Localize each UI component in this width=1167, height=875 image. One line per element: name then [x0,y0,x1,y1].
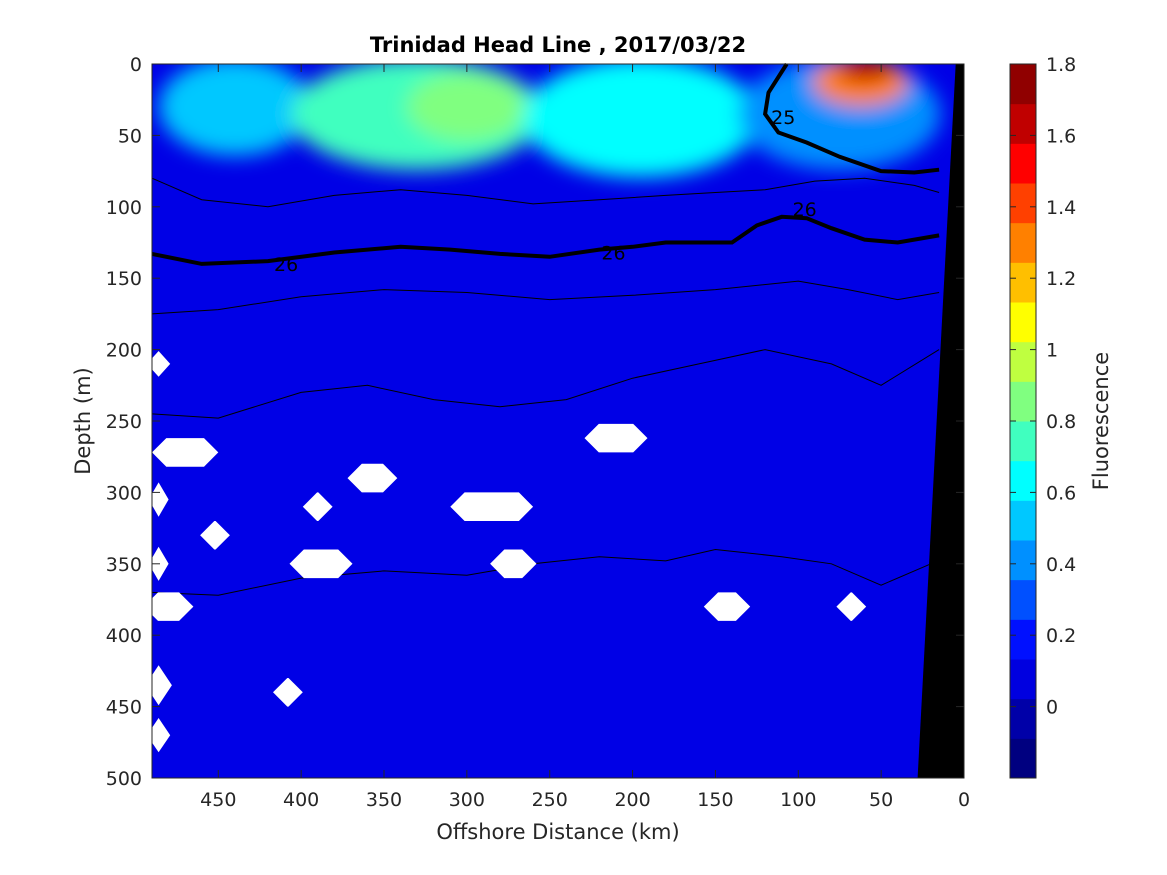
x-tick-label: 450 [200,789,236,811]
colorbar-segment [1010,143,1036,184]
colorbar-segment [1010,540,1036,581]
y-tick-label: 150 [106,268,142,290]
y-tick-label: 250 [106,411,142,433]
contour-line [151,548,932,596]
surface-patch [523,64,759,178]
missing-data-region [147,718,171,753]
missing-data-region [490,549,537,579]
x-tick-label: 100 [780,789,816,811]
missing-data-region [200,521,230,550]
y-tick-label: 0 [130,54,142,76]
y-axis-ticks: 0 50 100 150 200 250 300 350 400 450 500 [106,54,964,790]
colorbar-segment [1010,381,1036,422]
y-axis-label: Depth (m) [71,367,95,474]
x-tick-label: 150 [697,789,733,811]
colorbar-segment [1010,183,1036,224]
colorbar-tick-label: 0.2 [1046,625,1076,647]
y-tick-label: 400 [106,625,142,647]
contour-label: 25 [771,107,795,129]
missing-data-region [703,592,751,621]
x-tick-label: 200 [614,789,650,811]
y-tick-label: 450 [106,697,142,719]
x-tick-label: 0 [958,789,970,811]
x-tick-label: 300 [449,789,485,811]
surface-patch [407,72,527,142]
missing-data-region [450,492,534,521]
colorbar-tick-label: 1.8 [1046,54,1076,76]
contour-line [151,214,940,266]
missing-data-region [289,549,353,579]
colorbar-tick-label: 1.6 [1046,125,1076,147]
colorbar-tick-label: 1 [1046,340,1058,362]
colorbar-segment [1010,579,1036,620]
missing-data-layer [143,351,867,753]
missing-data-region [836,592,867,621]
contour-line [151,177,940,208]
missing-data-region [584,423,648,453]
colorbar-tick-label: 0 [1046,697,1058,719]
colorbar [1009,63,1037,779]
colorbar-tick-label: 1.2 [1046,268,1076,290]
surface-patch [158,64,312,156]
y-tick-label: 100 [106,197,142,219]
colorbar-ticks: 0 0.2 0.4 0.6 0.8 1 1.2 1.4 1.6 1.8 [1010,54,1076,719]
surface-patch [838,64,892,82]
colorbar-segment [1010,222,1036,263]
y-tick-label: 500 [106,768,142,790]
contour-label: 26 [274,254,298,276]
colorbar-segment [1010,460,1036,501]
missing-data-region [143,592,194,621]
contour-line [762,62,940,175]
y-tick-label: 50 [118,125,142,147]
y-tick-label: 300 [106,482,142,504]
colorbar-segment [1010,64,1036,105]
y-tick-label: 200 [106,340,142,362]
missing-data-region [148,482,169,517]
x-axis-ticks: 450 400 350 300 250 200 150 100 50 0 [200,64,970,811]
missing-data-region [302,492,333,521]
colorbar-tick-label: 0.6 [1046,482,1076,504]
bathymetry-seafloor [917,64,964,778]
contour-line [151,280,940,315]
missing-data-region [152,438,219,467]
colorbar-segment [1010,421,1036,462]
colorbar-segment [1010,262,1036,303]
colorbar-segment [1010,738,1036,779]
colorbar-label: Fluorescence [1089,352,1113,490]
colorbar-segment [1010,302,1036,343]
field-background [152,64,964,778]
x-tick-label: 250 [532,789,568,811]
missing-data-region [347,463,398,493]
colorbar-tick-label: 0.8 [1046,411,1076,433]
missing-data-region [147,351,171,377]
colorbar-segment [1010,659,1036,700]
contour-label: 26 [601,243,625,265]
contour-layer: 25 26 26 26 [151,62,940,596]
missing-data-region [273,678,303,707]
colorbar-segment [1010,341,1036,382]
contour-label: 26 [793,199,817,221]
plot-area [152,64,964,778]
chart-title: Trinidad Head Line , 2017/03/22 [370,33,746,57]
x-tick-label: 350 [366,789,402,811]
x-tick-label: 400 [283,789,319,811]
x-tick-label: 50 [869,789,893,811]
y-tick-label: 350 [106,554,142,576]
surface-layer [158,64,941,178]
colorbar-segment [1010,698,1036,739]
contour-line [151,349,940,419]
colorbar-tick-label: 1.4 [1046,197,1076,219]
colorbar-segment [1010,103,1036,144]
colorbar-tick-label: 0.4 [1046,554,1076,576]
x-axis-label: Offshore Distance (km) [436,820,679,844]
colorbar-segment [1010,500,1036,541]
colorbar-segment [1010,619,1036,660]
